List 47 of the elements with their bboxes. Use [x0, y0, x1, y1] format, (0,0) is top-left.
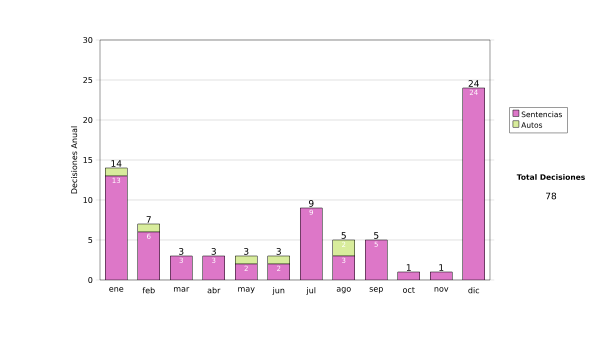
x-tick-label: jul	[306, 287, 316, 295]
bar	[300, 208, 322, 280]
y-tick-label: 25	[83, 76, 92, 84]
x-tick-label: mar	[174, 287, 190, 292]
x-tick-label: ene	[109, 287, 124, 292]
total-label: 5	[374, 232, 378, 239]
y-tick-label: 15	[84, 157, 92, 163]
x-tick-label: jun	[272, 287, 284, 295]
y-tick-label: 10	[84, 196, 92, 204]
x-tick-label: feb	[142, 287, 155, 294]
total-label: 9	[308, 200, 314, 207]
x-tick-label: dic	[468, 287, 480, 294]
bar	[202, 256, 225, 280]
bar	[235, 256, 258, 264]
bar	[268, 256, 290, 264]
bar	[365, 240, 388, 280]
y-tick-label: 0	[88, 276, 92, 284]
x-tick-label: oct	[402, 287, 415, 293]
total-label: 3	[276, 248, 281, 255]
total-label: 3	[179, 248, 184, 255]
y-tick-label: 5	[88, 237, 92, 243]
total-label: 3	[244, 248, 248, 255]
y-tick-label: 20	[83, 116, 92, 124]
y-axis-title: Decisiones Anual	[70, 126, 78, 194]
bar	[105, 176, 128, 280]
x-tick-label: abr	[208, 287, 220, 294]
total-label: 14	[112, 160, 122, 167]
bar	[235, 264, 258, 280]
total-label: 1	[406, 264, 411, 271]
total-label: 1	[439, 264, 444, 271]
bar	[462, 88, 485, 280]
x-tick-label: may	[238, 287, 255, 294]
bar	[268, 264, 290, 280]
x-tick-label: nov	[434, 287, 448, 292]
total-label: 3	[212, 248, 216, 255]
x-tick-label: sep	[370, 287, 383, 294]
bar	[332, 240, 355, 256]
total-label: 5	[342, 232, 346, 239]
x-tick-label: ago	[336, 287, 351, 294]
bar	[332, 256, 355, 280]
bar	[138, 224, 160, 232]
bar	[170, 256, 192, 280]
text: 78	[546, 192, 556, 200]
total-label: 7	[146, 216, 151, 223]
total-label: 24	[468, 80, 479, 87]
y-tick-label: 30	[83, 36, 92, 44]
bar	[138, 232, 160, 280]
